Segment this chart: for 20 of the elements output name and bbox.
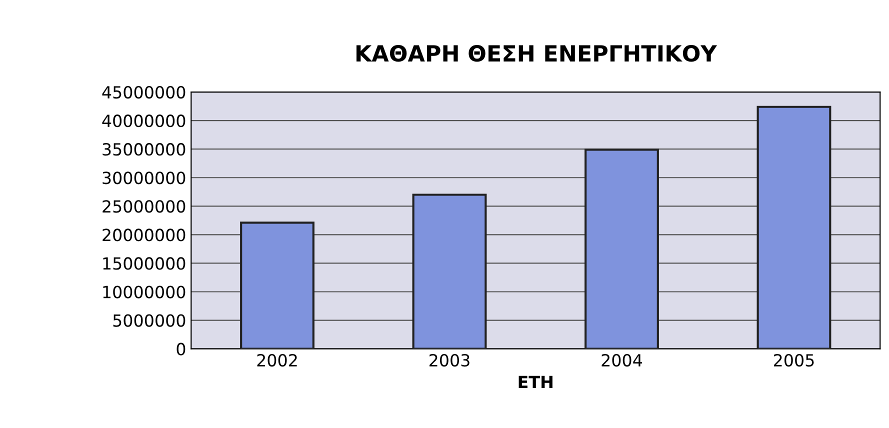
bar [240,222,314,349]
x-tick-label: 2003 [430,354,470,367]
bar [412,194,487,349]
y-tick-label: 25000000 [102,200,186,213]
y-tick-label: 30000000 [102,172,186,184]
x-tick-label: 2002 [257,354,297,367]
x-tick-label: 2004 [602,354,642,367]
y-tick-label: 45000000 [102,86,186,99]
x-axis-title: ΕΤΗ [518,376,552,388]
bar [756,106,832,349]
y-tick-label: 5000000 [113,314,186,327]
y-tick-label: 20000000 [102,228,186,242]
y-tick-label: 0 [176,342,186,356]
y-tick-label: 15000000 [103,257,186,270]
y-tick-label: 35000000 [102,143,186,156]
y-tick-label: 10000000 [103,286,186,298]
bar [584,148,659,349]
chart-title: ΚΑΘΑΡΗ ΘΕΣΗ ΕΝΕΡΓΗΤΙΚΟΥ [356,44,718,62]
x-tick-label: 2005 [774,354,814,367]
y-tick-label: 40000000 [102,114,186,128]
